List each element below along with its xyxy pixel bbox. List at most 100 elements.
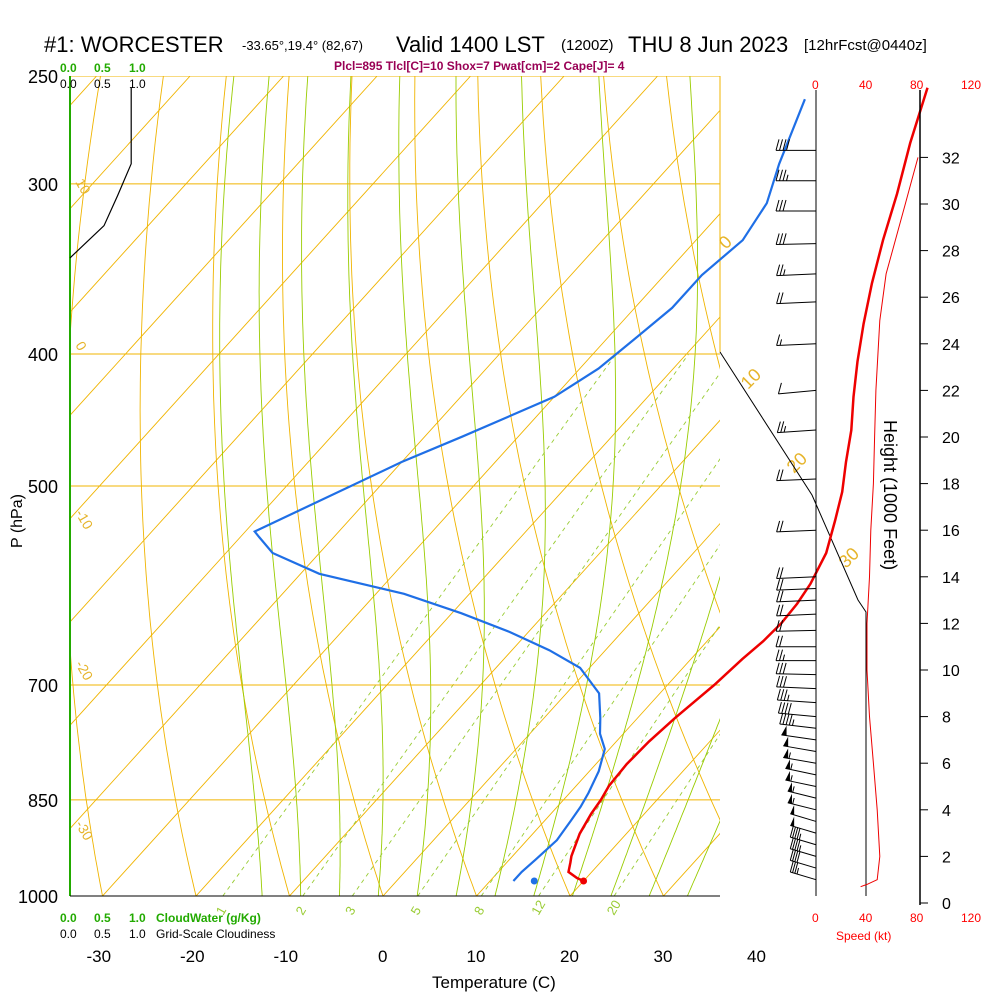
wind-barb-staff: [783, 756, 817, 764]
mixing-ratio-line: [302, 353, 689, 896]
height-tick-label: 8: [942, 710, 951, 727]
cloudiness-tick-bottom: 0.0: [60, 927, 77, 941]
wind-barb-full: [775, 233, 780, 245]
height-tick-label: 4: [942, 803, 951, 820]
wind-barb: [790, 804, 817, 822]
pressure-tick-label: 500: [28, 477, 58, 497]
wind-barb-full: [779, 169, 783, 181]
height-tick-label: 12: [942, 616, 960, 633]
plot-frame: [69, 76, 867, 897]
wind-barb-staff: [785, 779, 817, 787]
wind-barb: [787, 793, 817, 811]
moist-adiabat-line: [455, 76, 485, 896]
station-coords: -33.65°,19.4° (82,67): [242, 38, 363, 53]
speed-tick-label-top: 80: [910, 78, 924, 92]
temperature-tick-label: 20: [560, 947, 579, 966]
mixing-ratio-label: 3: [342, 904, 359, 918]
wind-barb-full: [792, 861, 797, 873]
wind-barb: [776, 264, 817, 277]
wind-barb-full: [796, 839, 801, 851]
height-tick-label: 26: [942, 290, 960, 307]
height-tick-label: 32: [942, 150, 960, 167]
temperature-tick-label: 30: [654, 947, 673, 966]
wind-barb-staff: [776, 243, 817, 245]
wind-barb-half: [796, 867, 800, 875]
cloudiness-label: Grid-Scale Cloudiness: [156, 927, 275, 941]
wind-barb-staff: [778, 389, 817, 395]
wind-barb-staff: [790, 813, 817, 822]
wind-barb-full: [783, 689, 788, 701]
wind-barb-staff: [776, 478, 817, 482]
wind-barb-full: [775, 199, 780, 212]
wind-barb: [779, 712, 817, 729]
wind-barb: [789, 825, 817, 846]
wind-barb-full: [779, 578, 784, 591]
valid-time: Valid 1400 LST: [396, 32, 545, 57]
wind-barb-full: [779, 520, 784, 532]
wind-barb-full: [777, 702, 782, 714]
wind-barb-full: [794, 838, 799, 851]
wind-barb-staff: [787, 790, 817, 799]
pressure-tick-label: 850: [28, 791, 58, 811]
wind-barb-full: [782, 169, 787, 181]
wind-barb: [787, 782, 817, 799]
wind-barb-full: [776, 469, 781, 481]
wind-barb-half: [782, 654, 785, 661]
dry-adiabat-line: [349, 76, 477, 896]
speed-tick-label-top: 120: [961, 78, 981, 92]
wind-barb: [776, 688, 817, 704]
wind-barb-full: [776, 421, 781, 433]
wind-barb-full: [776, 520, 781, 533]
wind-barb-full: [779, 662, 784, 674]
cloudiness-profile: [69, 87, 132, 259]
wind-barb-full: [779, 139, 783, 151]
dry-adiabat-label: 10: [72, 176, 94, 198]
dry-adiabat-line: [666, 76, 720, 370]
wind-barb-full: [789, 837, 794, 849]
wind-barb-half: [786, 174, 789, 181]
pressure-tick-label: 250: [28, 67, 58, 87]
wind-barb-half: [790, 775, 793, 782]
temperature-tick-label: 10: [467, 947, 486, 966]
speed-tick-label-top: 40: [859, 78, 873, 92]
wind-barb-full: [782, 233, 787, 245]
speed-tick-label-bottom: 0: [812, 911, 819, 925]
moist-adiabat-line: [494, 76, 546, 896]
wind-barb-full: [792, 826, 797, 838]
height-tick-label: 6: [942, 756, 951, 773]
moist-adiabat-line: [571, 76, 699, 896]
temperature-trace: [567, 87, 929, 883]
wind-barb-flag: [785, 771, 790, 782]
mixing-ratio-line: [417, 458, 720, 896]
height-tick-label: 16: [942, 523, 960, 540]
isotherm-line: [757, 76, 1000, 896]
wind-barb-full: [779, 635, 783, 647]
y-axis-title: P (hPa): [9, 494, 26, 548]
wind-barb-flag: [787, 782, 792, 793]
height-tick-label: 10: [942, 663, 960, 680]
wind-barb-full: [775, 662, 780, 674]
mixing-ratio-label: 8: [471, 904, 488, 918]
wind-barb-full: [779, 233, 784, 245]
wind-barb-full: [779, 649, 783, 661]
wind-barb-full: [775, 620, 780, 632]
wind-barb-full: [782, 662, 787, 675]
wind-barb-full: [775, 635, 780, 647]
wind-barb-full: [792, 849, 797, 862]
temperature-tick-label: -10: [274, 947, 299, 966]
wind-barb: [775, 649, 816, 662]
speed-tick-label-bottom: 80: [910, 911, 924, 925]
stability-indices: Plcl=895 Tlcl[C]=10 Shox=7 Pwat[cm]=2 Ca…: [334, 59, 625, 73]
wind-barb-half: [798, 845, 802, 852]
station-title: #1: WORCESTER: [44, 32, 224, 57]
wind-barb: [777, 702, 817, 718]
wind-barb-half: [792, 786, 795, 793]
wind-barb-full: [775, 169, 780, 181]
pressure-tick-label: 1000: [18, 887, 58, 907]
cloud-water-tick-bottom: 0.0: [60, 911, 77, 925]
cloud-water-tick-bottom: 0.5: [94, 911, 111, 925]
wind-barb-staff: [776, 301, 817, 305]
height-tick-label: 30: [942, 197, 960, 214]
isotherm-line: [70, 76, 284, 313]
wind-barb-full: [796, 827, 801, 840]
